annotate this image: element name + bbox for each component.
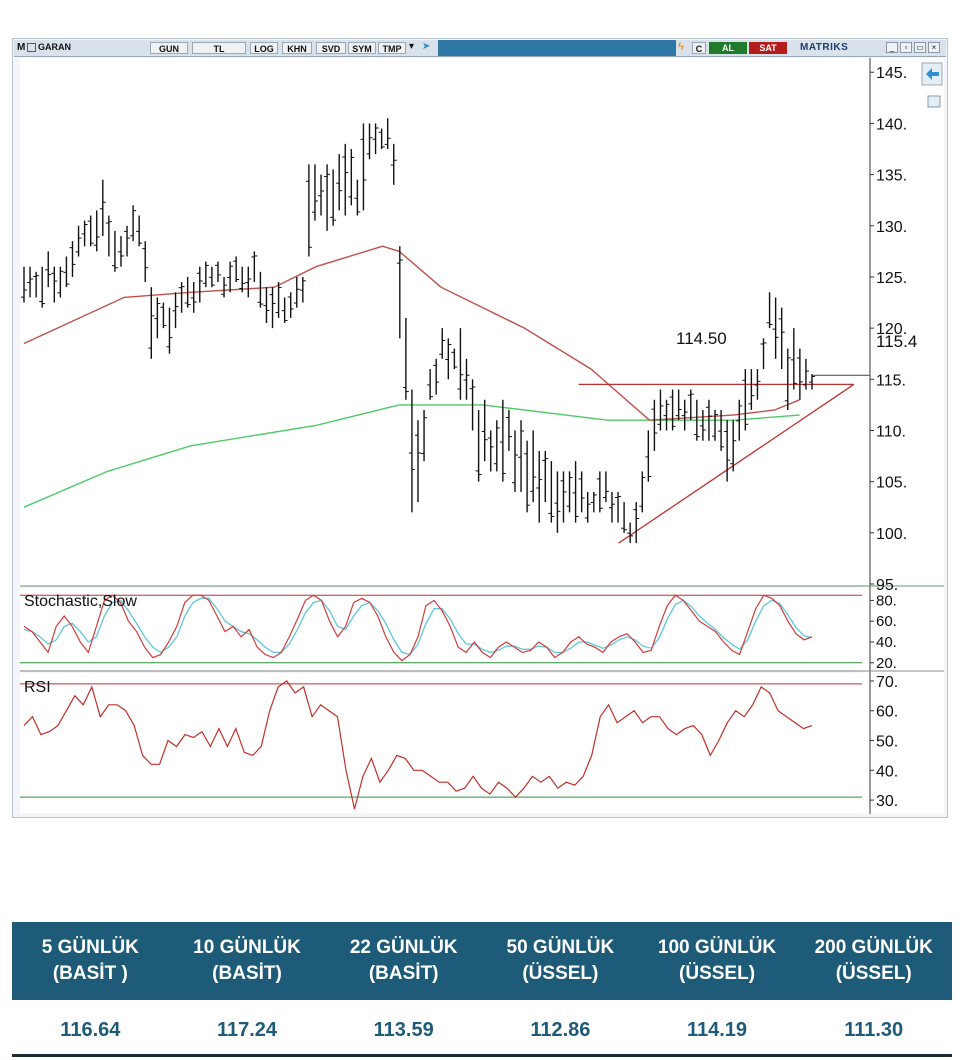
dropdown-icon[interactable]: ▾	[409, 41, 415, 52]
ma-value-200: 111.30	[844, 1019, 904, 1041]
buy-button[interactable]: AL	[709, 42, 747, 54]
stoch-d-line	[23, 597, 813, 656]
chart-toolbar: M GARAN GUN TL LOG KHN SVD SYM TMP ▾ ➤ ϟ…	[14, 40, 946, 57]
price-tick-label: 95.	[876, 577, 898, 594]
price-tick-label: 100.	[876, 526, 907, 543]
toolbar-button-tmp[interactable]: TMP	[378, 42, 406, 54]
price-tick-label: 115.	[876, 372, 906, 389]
price-tick-label: 125.	[876, 270, 907, 287]
sell-button[interactable]: SAT	[749, 42, 787, 54]
rsi-tick-label: 70.	[876, 674, 898, 691]
rsi-panel: 70. 60. 50. 40. 30.	[20, 674, 898, 810]
yaxis-bg	[862, 58, 944, 814]
toolbar-button-log[interactable]: LOG	[250, 42, 278, 54]
toolbar-button-khn[interactable]: KHN	[282, 42, 312, 54]
stoch-tick-label: 60.	[876, 613, 897, 630]
symbol-icon	[27, 43, 36, 52]
price-tick-label: 105.	[876, 475, 907, 492]
left-arrow-icon	[926, 68, 939, 80]
window-icon[interactable]: ▭	[914, 42, 926, 53]
price-tick-label: 145.	[876, 65, 907, 82]
stochastic-panel: 80. 60. 40. 20.	[20, 592, 897, 672]
ma-table-header: 5 GÜNLÜK (BASİT ) 10 GÜNLÜK (BASİT) 22 GÜN…	[12, 922, 952, 1000]
stoch-tick-label: 20.	[876, 655, 897, 672]
price-tick-label: 135.	[876, 168, 907, 185]
ma-header-22: 22 GÜNLÜK (BASİT)	[349, 937, 458, 984]
minimize-icon[interactable]: _	[886, 42, 898, 53]
ma-value-10: 117.24	[216, 1019, 278, 1041]
zoom-button[interactable]	[927, 95, 941, 108]
stoch-panel-bg	[20, 588, 862, 670]
stoch-tick-label: 80.	[876, 592, 897, 609]
ma-value-50: 112.86	[530, 1019, 591, 1041]
brand-label: MATRIKS	[800, 42, 849, 53]
ma-value-5: 116.64	[60, 1019, 121, 1041]
price-tick-label: 130.	[876, 219, 907, 236]
toolbar-button-sym[interactable]: SYM	[348, 42, 376, 54]
annotation-label: 114.50	[676, 329, 727, 348]
stoch-title: Stochastic,Slow	[24, 593, 137, 610]
lightning-icon[interactable]: ϟ	[678, 41, 684, 53]
rsi-panel-bg	[20, 673, 862, 813]
price-tick-label: 110.	[876, 423, 906, 440]
chart-svg: 145. 140. 135. 130. 125. 120. 115. 110. 105. 100.…	[20, 58, 944, 814]
rsi-title: RSI	[24, 679, 51, 696]
price-panel-bg	[20, 58, 862, 586]
ma-header-10: 10 GÜNLÜK (BASİT)	[193, 937, 301, 984]
ma-header-100: 100 GÜNLÜK (ÜSSEL)	[657, 937, 777, 984]
rsi-line	[23, 680, 813, 810]
stoch-k-line	[23, 594, 813, 662]
toolbar-button-tl[interactable]: TL	[192, 42, 246, 54]
rsi-tick-label: 50.	[876, 734, 898, 751]
restore-icon[interactable]: ▫	[900, 42, 912, 53]
toolbar-button-c[interactable]: C	[692, 42, 706, 54]
moving-average-table: 5 GÜNLÜK (BASİT ) 10 GÜNLÜK (BASİT) 22 GÜN…	[12, 922, 952, 1058]
ma-value-22: 113.59	[373, 1019, 434, 1041]
price-tick-label: 120.	[876, 321, 907, 338]
support-trendline	[618, 383, 855, 544]
price-panel: 145. 140. 135. 130. 125. 120. 115. 110. 105. 100.…	[21, 65, 907, 594]
symbol-label[interactable]: GARAN	[38, 42, 71, 52]
rsi-tick-label: 30.	[876, 793, 898, 810]
last-price-label: 115.4	[876, 332, 917, 351]
price-tick-label: 140.	[876, 116, 907, 133]
ma-value-100: 114.19	[686, 1019, 748, 1041]
m-label: M	[17, 42, 26, 53]
ma-header-200: 200 GÜNLÜK (ÜSSEL)	[814, 937, 933, 984]
ma-short-line	[23, 245, 800, 421]
close-icon[interactable]: ×	[928, 42, 940, 53]
rsi-tick-label: 40.	[876, 763, 898, 780]
bird-icon[interactable]: ➤	[422, 41, 431, 52]
ma-table-values: 116.64 117.24 113.59 112.86 114.19 111.3…	[12, 1010, 952, 1050]
toolbar-blue-strip	[438, 40, 676, 56]
rsi-tick-label: 60.	[876, 704, 898, 721]
stoch-tick-label: 40.	[876, 634, 897, 651]
ma-header-50: 50 GÜNLÜK (ÜSSEL)	[506, 937, 615, 984]
ma-header-5: 5 GÜNLÜK (BASİT )	[41, 937, 139, 984]
toolbar-button-gun[interactable]: GUN	[150, 42, 188, 54]
toolbar-button-svd[interactable]: SVD	[316, 42, 346, 54]
table-bottom-rule	[12, 1054, 952, 1057]
